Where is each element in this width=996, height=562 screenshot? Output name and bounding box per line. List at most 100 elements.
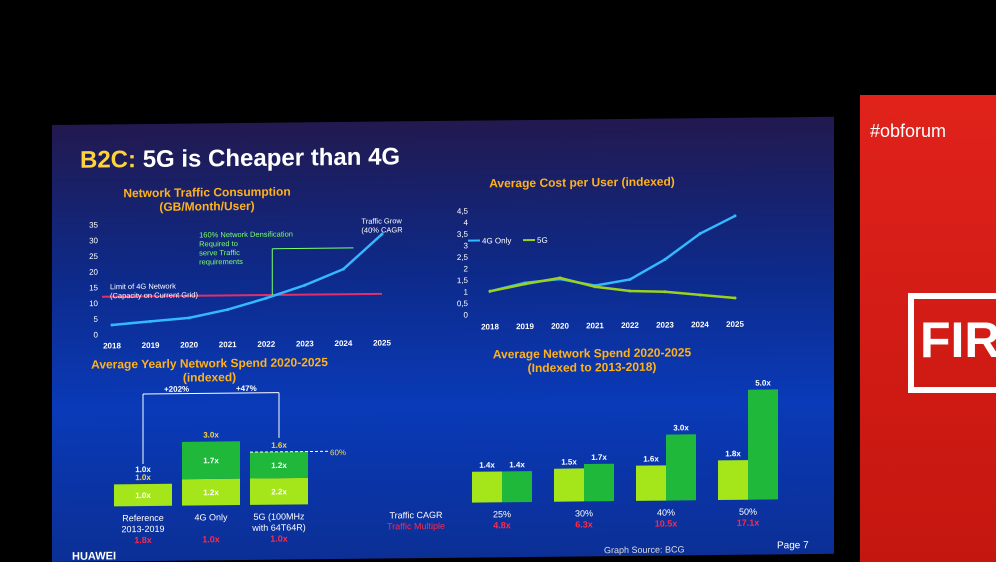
multiple-label: 17.1x — [737, 518, 760, 528]
segment-label: 1.0x — [135, 491, 151, 500]
series-point — [558, 276, 562, 280]
densification-arrow-horizontal — [272, 247, 354, 250]
traffic-point — [303, 283, 307, 287]
spend-bar — [554, 468, 584, 502]
series-point — [663, 290, 667, 294]
traffic-point — [187, 316, 191, 320]
delta-label: +47% — [236, 384, 257, 393]
cagr-label: 50% — [739, 507, 757, 517]
bar-value-label: 1.7x — [591, 453, 607, 462]
traffic-chart-title: Network Traffic Consumption (GB/Month/Us… — [123, 184, 291, 214]
stack-segment — [250, 451, 308, 479]
pct-label: 60% — [330, 448, 346, 457]
y-tick-label: 15 — [89, 283, 98, 292]
total-label: 1.6x — [271, 441, 287, 450]
y-tick-label: 2,5 — [457, 253, 469, 262]
y-tick-label: 1,5 — [457, 276, 469, 285]
series-point — [733, 214, 737, 218]
bottom-value: 1.8x — [134, 535, 152, 545]
row-label: Traffic CAGR — [389, 510, 443, 521]
slide-title: B2C: 5G is Cheaper than 4G — [80, 143, 401, 174]
densification-annotation: serve Traffic — [199, 248, 240, 257]
cagr-label: 30% — [575, 508, 593, 518]
growth-annotation: Traffic Growth — [361, 216, 402, 225]
series-point — [663, 257, 667, 261]
x-tick-label: 2024 — [335, 339, 353, 348]
network-spend-title: Average Network Spend 2020-2025 (Indexed… — [492, 345, 692, 376]
series-point — [523, 282, 527, 286]
x-tick-label: 2018 — [103, 341, 121, 350]
x-tick-label: 2019 — [516, 322, 534, 331]
stack-segment — [250, 477, 308, 505]
spend-bar — [666, 434, 696, 501]
series-point — [628, 277, 632, 281]
slide: B2C: 5G is Cheaper than 4G Network Traff… — [52, 116, 834, 562]
segment-label: 1.2x — [203, 488, 219, 497]
x-tick-label: 2018 — [481, 322, 499, 331]
delta-label: +202% — [164, 385, 189, 394]
traffic-point — [264, 296, 268, 300]
category-label-2: with 64T64R) — [251, 522, 306, 533]
spend-bar — [502, 471, 532, 503]
spend-bar — [718, 460, 748, 501]
y-tick-label: 3,5 — [457, 230, 469, 239]
threshold-line — [250, 450, 328, 453]
x-tick-label: 2019 — [142, 341, 160, 350]
event-logo: FIR — [908, 293, 996, 393]
segment-label: 2.2x — [271, 487, 287, 496]
series-point — [488, 289, 492, 293]
row-label: Traffic Multiple — [387, 521, 445, 532]
stack-segment — [182, 441, 240, 480]
series-point — [733, 296, 737, 300]
spend-bar — [748, 389, 778, 500]
multiple-label: 4.8x — [493, 520, 511, 530]
y-tick-label: 30 — [89, 236, 98, 245]
y-tick-label: 10 — [89, 299, 98, 308]
traffic-point — [149, 319, 153, 323]
x-tick-label: 2020 — [551, 322, 569, 331]
traffic-point — [380, 232, 384, 236]
cost-chart-title: Average Cost per User (indexed) — [489, 174, 675, 191]
x-tick-label: 2021 — [586, 321, 604, 330]
y-tick-label: 35 — [89, 221, 98, 230]
growth-annotation-sub: (40% CAGR) — [361, 225, 402, 234]
page-number: Page 7 — [777, 540, 809, 552]
traffic-point — [226, 308, 230, 312]
traffic-series-line — [111, 233, 383, 327]
x-tick-label: 2025 — [373, 338, 391, 347]
bar-value-label: 1.6x — [643, 454, 659, 463]
spend-bar — [584, 463, 614, 502]
brand-logo: HUAWEI — [72, 550, 116, 562]
y-tick-label: 0 — [464, 311, 469, 320]
category-label: 4G Only — [194, 512, 228, 522]
category-label: 5G (100MHz — [253, 511, 305, 522]
x-tick-label: 2023 — [296, 339, 314, 348]
series-point — [698, 293, 702, 297]
total-label: 3.0x — [203, 430, 219, 439]
total-label: 1.0x — [135, 473, 151, 482]
y-tick-label: 20 — [89, 268, 98, 277]
densification-annotation: 160% Network Densification — [199, 229, 293, 239]
stack-segment — [114, 483, 172, 507]
bar-value-label: 3.0x — [673, 423, 689, 432]
segment-label: 1.2x — [271, 461, 287, 470]
bar-value-label: 5.0x — [755, 379, 771, 387]
series-line-0 — [489, 214, 736, 293]
y-tick-label: 25 — [89, 252, 98, 261]
series-point — [628, 289, 632, 293]
multiple-label: 6.3x — [575, 519, 593, 529]
bar-value-label: 1.5x — [561, 457, 577, 466]
spend-bar — [472, 471, 502, 503]
x-tick-label: 2024 — [691, 320, 709, 329]
x-tick-label: 2022 — [621, 321, 639, 330]
graph-source: Graph Source: BCG — [604, 544, 685, 556]
x-tick-label: 2020 — [180, 340, 198, 349]
cagr-label: 40% — [657, 507, 675, 517]
series-point — [593, 285, 597, 289]
limit-annotation: Limit of 4G Network — [110, 282, 176, 292]
stack-segment — [182, 478, 240, 506]
y-tick-label: 3 — [464, 241, 469, 250]
bar-value-label: 1.4x — [479, 461, 495, 470]
legend-label: 5G — [537, 236, 548, 245]
